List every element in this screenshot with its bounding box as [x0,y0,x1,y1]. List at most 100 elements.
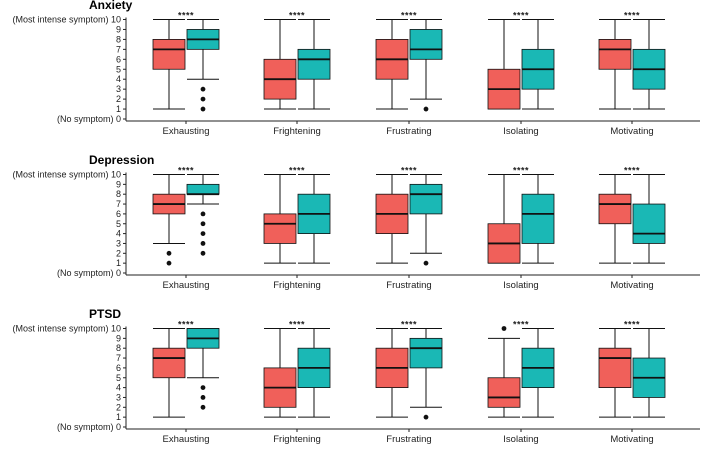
y-tick-label: 3 [116,84,121,94]
panel-title: Depression [89,153,154,167]
iqr-box [409,183,443,215]
box-red-isolating [487,19,521,110]
iqr-box [152,347,186,379]
significance-label: **** [513,166,529,176]
significance-label: **** [289,11,305,21]
y-tick-label: 3 [116,392,121,402]
category-label: Exhausting [162,434,209,445]
outlier-point [200,106,206,112]
y-tick-label: 2 [116,94,121,104]
iqr-box [598,347,632,389]
outlier-point [200,96,206,102]
significance-label: **** [513,320,529,330]
outlier-point [423,414,429,420]
category-label: Exhausting [162,280,209,291]
significance-label: **** [624,11,640,21]
y-tick-label: (Most intense symptom) 10 [12,324,121,334]
y-tick-label: (No symptom) 0 [57,268,121,278]
significance-label: **** [401,166,417,176]
significance-label: **** [624,166,640,176]
box-teal-frustrating [409,174,443,266]
category-label: Isolating [503,434,538,445]
box-teal-motivating [632,19,666,110]
y-tick-label: 7 [116,44,121,54]
significance-label: **** [289,320,305,330]
outlier-point [200,385,206,390]
y-tick-label: 4 [116,74,121,84]
iqr-box [152,39,186,70]
significance-label: **** [513,11,529,21]
box-teal-motivating [632,174,666,264]
outlier-point [200,211,206,217]
box-red-frustrating [375,174,409,264]
box-teal-frightening [297,174,331,264]
category-label: Frustrating [386,434,431,445]
iqr-box [263,213,297,244]
y-tick-label: (Most intense symptom) 10 [12,170,121,180]
outlier-point [200,231,206,237]
significance-label: **** [178,11,194,21]
significance-label: **** [401,320,417,330]
outlier-point [200,86,206,92]
outlier-point [423,106,429,112]
box-teal-isolating [521,19,555,110]
y-tick-label: 7 [116,199,121,209]
y-tick-label: 1 [116,104,121,114]
box-teal-frightening [297,328,331,418]
significance-label: **** [178,320,194,330]
category-label: Motivating [610,434,653,445]
iqr-box [409,337,443,369]
category-label: Frightening [273,126,321,137]
y-tick-label: (Most intense symptom) 10 [12,15,121,25]
box-red-frightening [263,328,297,418]
iqr-box [521,193,555,244]
box-red-frightening [263,19,297,110]
category-label: Frightening [273,280,321,291]
y-tick-label: 6 [116,363,121,373]
y-tick-label: 2 [116,248,121,258]
outlier-point [166,260,172,266]
box-teal-isolating [521,174,555,264]
iqr-box [487,377,521,408]
outlier-point [501,326,507,331]
panel-title: PTSD [89,307,121,321]
iqr-box [598,39,632,70]
y-tick-label: 3 [116,238,121,248]
outlier-point [423,260,429,266]
category-label: Frustrating [386,126,431,137]
box-red-motivating [598,19,632,110]
category-label: Frustrating [386,280,431,291]
category-label: Motivating [610,280,653,291]
y-tick-label: 1 [116,412,121,422]
outlier-point [200,404,206,410]
iqr-box [297,48,331,80]
significance-label: **** [624,320,640,330]
y-tick-label: 5 [116,373,121,383]
category-label: Isolating [503,280,538,291]
box-teal-exhausting [186,174,220,256]
y-tick-label: 4 [116,383,121,393]
iqr-box [598,193,632,225]
y-tick-label: 8 [116,189,121,199]
y-tick-label: 9 [116,24,121,34]
y-tick-label: 8 [116,34,121,44]
y-tick-label: 4 [116,229,121,239]
box-red-motivating [598,328,632,418]
y-tick-label: 9 [116,179,121,189]
y-tick-label: 5 [116,64,121,74]
y-tick-label: 9 [116,333,121,343]
outlier-point [200,250,206,256]
iqr-box [409,29,443,60]
box-teal-frustrating [409,19,443,112]
panel-title: Anxiety [89,0,133,12]
category-label: Frightening [273,434,321,445]
y-tick-label: (No symptom) 0 [57,114,121,124]
y-tick-label: (No symptom) 0 [57,422,121,432]
y-tick-label: 6 [116,54,121,64]
y-tick-label: 7 [116,353,121,363]
box-teal-exhausting [186,328,220,410]
